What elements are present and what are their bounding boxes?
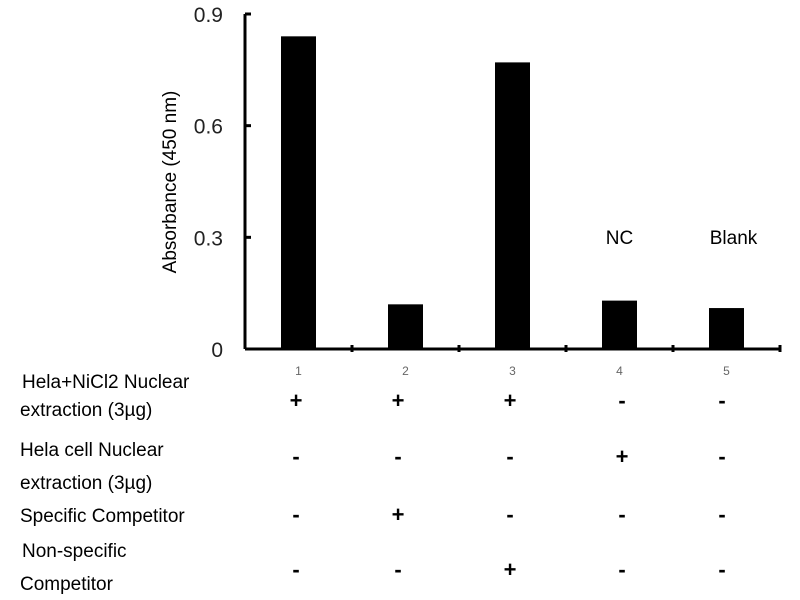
condition-label: extraction (3µg): [20, 400, 153, 421]
minus-sign: -: [618, 388, 626, 413]
y-tick-label: 0.6: [194, 116, 223, 139]
bar-1: [281, 36, 316, 349]
minus-sign: -: [292, 444, 300, 469]
plus-sign: +: [391, 502, 405, 527]
plus-sign: +: [503, 557, 517, 582]
minus-sign: -: [618, 557, 626, 582]
y-tick-label: 0: [211, 339, 223, 362]
plus-sign: +: [503, 388, 517, 413]
condition-label: Competitor: [20, 574, 113, 595]
plus-sign: +: [615, 444, 629, 469]
condition-label: Specific Competitor: [20, 506, 185, 527]
bar-chart: 0 0.3 0.6 0.9 Absorbance (450 nm) 1 2 3 4 5 NC Blan…: [160, 4, 782, 378]
bar-5: [709, 308, 744, 349]
minus-sign: -: [394, 557, 402, 582]
condition-label: extraction (3µg): [20, 473, 153, 494]
minus-sign: -: [394, 444, 402, 469]
minus-sign: -: [718, 388, 726, 413]
bar-2: [388, 304, 423, 349]
bar-4: [602, 300, 637, 349]
x-tick-label: 5: [723, 364, 730, 378]
x-tick-label: 3: [509, 364, 516, 378]
plus-sign: +: [391, 388, 405, 413]
condition-label: Hela+NiCl2 Nuclear: [22, 372, 190, 393]
y-axis-label: Absorbance (450 nm): [160, 91, 181, 274]
condition-label: Non-specific: [22, 541, 127, 562]
bar-3: [495, 62, 530, 350]
minus-sign: -: [618, 502, 626, 527]
condition-label: Hela cell Nuclear: [20, 440, 164, 461]
x-tick-label: 2: [402, 364, 409, 378]
minus-sign: -: [506, 444, 514, 469]
x-tick-label: 1: [295, 364, 302, 378]
minus-sign: -: [292, 557, 300, 582]
minus-sign: -: [718, 502, 726, 527]
minus-sign: -: [718, 444, 726, 469]
annotation-blank: Blank: [710, 228, 758, 249]
annotation-nc: NC: [606, 228, 633, 249]
minus-sign: -: [506, 502, 514, 527]
plus-sign: +: [289, 388, 303, 413]
minus-sign: -: [718, 557, 726, 582]
minus-sign: -: [292, 502, 300, 527]
y-tick-label: 0.3: [194, 227, 223, 250]
x-tick-label: 4: [616, 364, 623, 378]
y-tick-label: 0.9: [194, 4, 223, 27]
